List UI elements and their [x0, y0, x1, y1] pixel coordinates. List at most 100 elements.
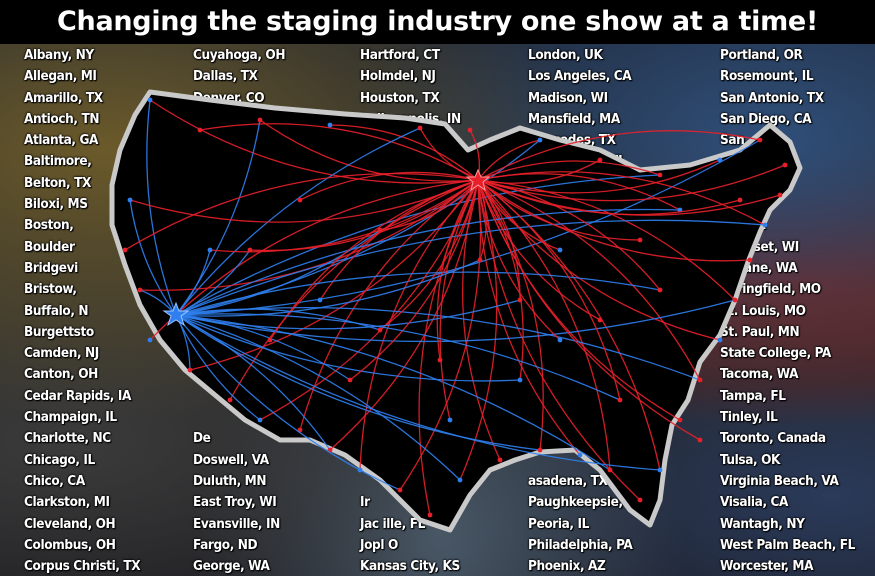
city-column-1: Albany, NY Allegan, MI Amarillo, TX Antioch… — [24, 45, 141, 576]
route-line — [477, 160, 661, 181]
destination-dot — [537, 447, 543, 453]
city-label: Virginia Beach, VA — [720, 472, 839, 489]
city-label: Los Angeles, CA — [528, 68, 632, 85]
route-line — [439, 179, 479, 421]
destination-dot — [777, 192, 783, 198]
route-line — [175, 314, 521, 382]
destination-dot — [747, 257, 753, 263]
destination-dot — [497, 457, 503, 463]
city-label: Tampa, FL — [720, 387, 786, 404]
route-line — [146, 99, 177, 316]
city-label: Fargo, ND — [193, 536, 258, 553]
city-label: Clarkston, MI — [24, 494, 110, 511]
city-label: State College, PA — [720, 345, 831, 362]
city-label: Allegan, MI — [24, 68, 97, 85]
route-line — [477, 179, 661, 291]
route-line — [477, 159, 721, 194]
route-line — [477, 179, 721, 341]
destination-dot — [317, 297, 323, 303]
destination-dot — [782, 162, 788, 168]
route-line — [379, 179, 479, 231]
destination-dot — [697, 437, 703, 443]
route-line — [436, 179, 479, 361]
destination-dot — [427, 512, 433, 518]
destination-dot — [557, 337, 563, 343]
route-line — [477, 179, 524, 381]
city-label: Phoenix, AZ — [528, 558, 606, 575]
route-line — [149, 99, 479, 184]
route-line — [175, 299, 521, 330]
city-label: asadena, TX — [528, 472, 608, 489]
hub-markers — [162, 168, 491, 327]
city-label: Toronto, Canada — [720, 430, 826, 447]
route-line — [175, 208, 681, 316]
destination-dot — [717, 337, 723, 343]
city-label: Cuyahoga, OH — [193, 47, 286, 63]
destination-dot — [677, 417, 683, 423]
city-label: London, UK — [528, 47, 603, 63]
route-line — [175, 314, 661, 471]
route-line — [175, 127, 421, 316]
destination-dot — [732, 297, 738, 303]
city-label: Cleveland, OH — [24, 515, 116, 532]
city-label: Visalia, CA — [720, 494, 789, 511]
city-label: St. Paul, MN — [720, 323, 800, 340]
route-line — [461, 179, 501, 461]
city-label: Corpus Christi, TX — [24, 558, 141, 575]
city-label: Buffalo, N — [24, 302, 89, 319]
route-line — [329, 124, 479, 181]
route-line — [175, 314, 401, 491]
destination-dot — [517, 297, 523, 303]
city-label: Belton, TX — [24, 174, 91, 191]
destination-dot — [417, 125, 423, 131]
destination-dot — [757, 137, 763, 143]
route-line — [175, 313, 621, 401]
route-line — [175, 219, 766, 316]
destination-dot — [377, 327, 383, 333]
city-label: Camden, NJ — [24, 345, 99, 362]
route-line — [175, 259, 481, 317]
route-line — [477, 179, 521, 301]
destination-dot — [327, 122, 333, 128]
destination-dot — [297, 197, 303, 203]
route-line — [149, 179, 479, 341]
city-label: Chicago, IL — [24, 451, 95, 468]
destination-dot — [197, 127, 203, 133]
city-label: Philadelphia, PA — [528, 536, 633, 553]
route-line — [477, 179, 601, 321]
destination-dot — [127, 197, 133, 203]
route-line — [477, 179, 544, 451]
city-label: St. Louis, MO — [720, 302, 806, 319]
route-line — [477, 179, 741, 216]
destination-dot — [187, 367, 193, 373]
route-line — [477, 179, 701, 381]
destination-dot — [737, 197, 743, 203]
city-label: Cedar Rapids, IA — [24, 387, 131, 404]
route-line — [199, 123, 479, 181]
route-line — [175, 314, 351, 381]
city-label: Biloxi, MS — [24, 196, 88, 213]
route-line — [175, 314, 611, 471]
route-line — [209, 179, 479, 253]
city-label: Boston, — [24, 217, 74, 234]
destination-dot — [597, 317, 603, 323]
route-line — [477, 179, 611, 471]
city-label: Dallas, TX — [193, 68, 258, 85]
route-line — [477, 179, 561, 251]
city-label: Wantagh, NY — [720, 515, 805, 532]
city-label: East Troy, WI — [193, 494, 277, 511]
route-line — [359, 179, 479, 471]
route-line — [477, 179, 736, 301]
route-line — [349, 179, 479, 381]
city-label: Amarillo, TX — [24, 89, 103, 106]
city-label: Doswell, VA — [193, 451, 269, 468]
city-label: Portland, OR — [720, 47, 803, 63]
city-label: Burgettsto — [24, 323, 94, 340]
destination-dot — [657, 172, 663, 178]
route-line — [175, 314, 541, 451]
route-lines — [122, 97, 788, 518]
destination-dot — [557, 247, 563, 253]
city-label: Mansfield, MA — [528, 110, 620, 127]
city-label: Holmdel, NJ — [360, 68, 436, 85]
